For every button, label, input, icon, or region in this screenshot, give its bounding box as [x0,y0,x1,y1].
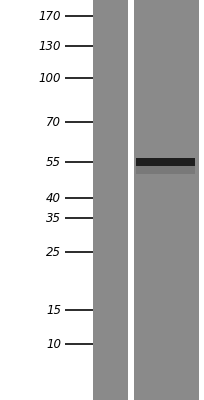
Text: 40: 40 [46,192,61,204]
Bar [136,166,195,174]
Text: 15: 15 [46,304,61,316]
Text: 10: 10 [46,338,61,350]
Text: 100: 100 [39,72,61,84]
Text: 130: 130 [39,40,61,52]
Bar [136,158,195,166]
Text: 25: 25 [46,246,61,258]
Text: 35: 35 [46,212,61,224]
Bar [134,0,199,400]
Bar [128,0,134,400]
Text: 170: 170 [39,10,61,22]
Text: 70: 70 [46,116,61,128]
Bar [93,0,128,400]
Text: 55: 55 [46,156,61,168]
